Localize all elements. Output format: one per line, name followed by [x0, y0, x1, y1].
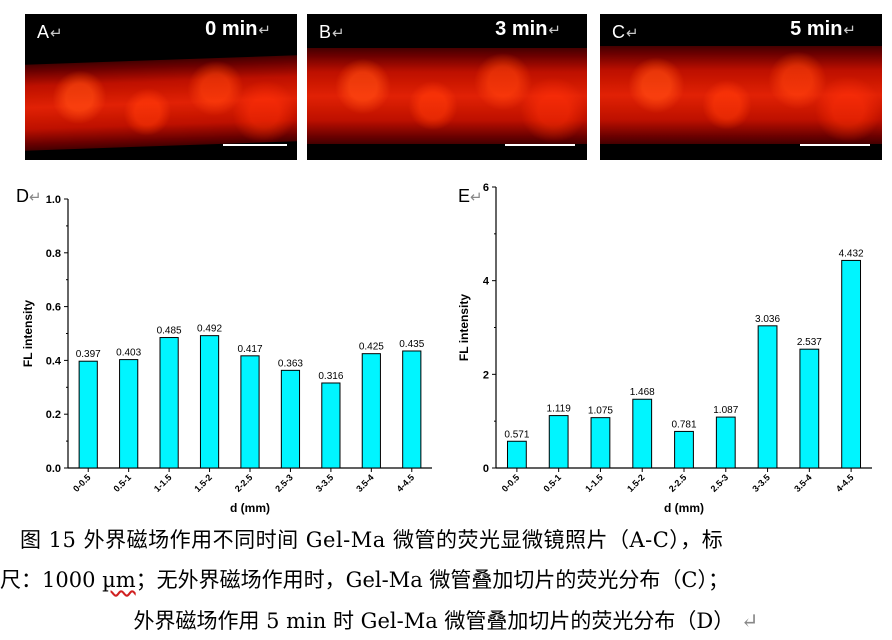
time-label-b: 3 min↵: [495, 18, 561, 40]
fluorescent-microtube-image: [25, 55, 297, 151]
data-label: 0.316: [318, 371, 343, 382]
bar: [799, 348, 820, 469]
data-label: 1.119: [547, 404, 572, 415]
x-tick-label: 3-3.5: [314, 472, 336, 494]
figure-caption-line-1: 图 15 外界磁场作用不同时间 Gel-Ma 微管的荧光显微镜照片（A-C），标: [20, 528, 724, 552]
y-tick-label: 0.4: [46, 355, 62, 367]
data-label: 0.425: [359, 342, 384, 353]
data-label: 0.492: [197, 324, 222, 335]
data-label: 3.036: [755, 314, 780, 325]
y-tick-label: 0: [483, 463, 489, 475]
bar: [674, 430, 694, 469]
time-label-a: 0 min↵: [205, 18, 271, 40]
y-tick-label: 2: [483, 369, 489, 381]
figure-caption-line-2: 尺：1000 µm；无外界磁场作用时，Gel-Ma 微管叠加切片的荧光分布（C）…: [0, 568, 729, 592]
bar: [715, 416, 736, 469]
data-label: 1.087: [713, 405, 738, 416]
panel-label-a: A↵: [37, 22, 63, 42]
data-label: 0.435: [399, 339, 424, 350]
x-tick-label: 1-1.5: [583, 472, 605, 494]
x-tick-label: 2.5-3: [709, 472, 731, 494]
data-label: 2.537: [797, 337, 822, 348]
y-tick-label: 0.2: [46, 409, 61, 421]
x-tick-label: 0-0.5: [71, 472, 93, 494]
bar: [590, 417, 611, 469]
scale-bar: [800, 144, 870, 146]
bar: [78, 360, 98, 469]
bar: [841, 259, 862, 469]
data-label: 4.432: [839, 248, 864, 259]
micrograph-panel-a: A↵ 0 min↵: [25, 14, 297, 160]
data-label: 0.485: [157, 326, 182, 337]
y-tick-label: 0.6: [46, 302, 61, 314]
x-tick-label: 3.5-4: [792, 472, 814, 494]
bar: [632, 398, 653, 469]
bar-chart-d: D↵ 0.0 0.2 0.4 0.6 0.8 1.0 0.397 0-0.5 0.403 0.5-…: [14, 182, 446, 522]
x-axis-title: d (mm): [664, 501, 704, 515]
y-axis-title: FL intensity: [457, 294, 471, 361]
data-label: 1.468: [630, 387, 655, 398]
x-tick-label: 0.5-1: [112, 472, 134, 494]
bar: [361, 353, 381, 469]
data-label: 0.397: [76, 349, 101, 360]
y-tick-label: 0.0: [46, 463, 61, 475]
y-tick-label: 1.0: [46, 194, 61, 206]
x-tick-label: 1-1.5: [152, 472, 174, 494]
bar: [402, 350, 422, 469]
scale-bar: [505, 144, 575, 146]
bar: [159, 337, 179, 469]
y-tick-label: 6: [483, 182, 489, 194]
micrograph-panel-c: C↵ 5 min↵: [600, 14, 882, 160]
x-tick-label: 4-4.5: [395, 472, 417, 494]
data-label: 0.571: [504, 429, 529, 440]
x-tick-label: 1.5-2: [192, 472, 214, 494]
x-tick-label: 2-2.5: [667, 472, 689, 494]
figure-caption-line-3: 外界磁场作用 5 min 时 Gel-Ma 微管叠加切片的荧光分布（D） ↵: [133, 609, 759, 633]
chart-e-svg: 0 2 4 6 0.571 0-0.5 1.119 0.5-1 1.075 1-1.5 1.468 1…: [457, 182, 872, 515]
y-tick-label: 0.8: [46, 248, 61, 260]
x-tick-label: 3.5-4: [354, 472, 376, 494]
x-tick-label: 0-0.5: [500, 472, 522, 494]
chart-label-e: E↵: [458, 186, 483, 206]
fluorescent-microtube-image: [600, 46, 882, 144]
panel-label-b: B↵: [319, 22, 345, 42]
bar-chart-e: E↵ 0 2 4 6 0.571 0-0.5 1.119 0.5-1 1.075 1-1.5 1.4…: [452, 182, 886, 522]
y-axis-title: FL intensity: [21, 300, 35, 367]
bar: [548, 415, 569, 469]
time-label-c: 5 min↵: [790, 18, 856, 40]
x-tick-label: 0.5-1: [542, 472, 564, 494]
bar: [757, 325, 778, 469]
data-label: 0.363: [278, 358, 303, 369]
bar: [506, 440, 527, 469]
data-label: 1.075: [588, 406, 613, 417]
x-tick-label: 4-4.5: [834, 472, 856, 494]
micrograph-panel-b: B↵ 3 min↵: [307, 14, 587, 160]
data-label: 0.403: [116, 348, 141, 359]
bar: [321, 382, 341, 469]
fluorescent-microtube-image: [307, 48, 587, 144]
x-axis-title: d (mm): [230, 501, 270, 515]
data-label: 0.781: [671, 419, 696, 430]
x-tick-label: 2.5-3: [273, 472, 295, 494]
data-label: 0.417: [237, 344, 262, 355]
bar: [199, 335, 220, 469]
y-tick-label: 4: [483, 276, 490, 288]
scale-bar: [223, 144, 287, 146]
x-tick-label: 2-2.5: [233, 472, 255, 494]
x-tick-label: 3-3.5: [750, 472, 772, 494]
bar: [240, 355, 260, 469]
x-tick-label: 1.5-2: [625, 472, 647, 494]
bar: [119, 359, 139, 469]
chart-d-svg: 0.0 0.2 0.4 0.6 0.8 1.0 0.397 0-0.5 0.403 0.5-1 0.…: [21, 194, 432, 515]
bar: [280, 369, 301, 469]
panel-label-c: C↵: [612, 22, 639, 42]
chart-label-d: D↵: [16, 186, 42, 206]
